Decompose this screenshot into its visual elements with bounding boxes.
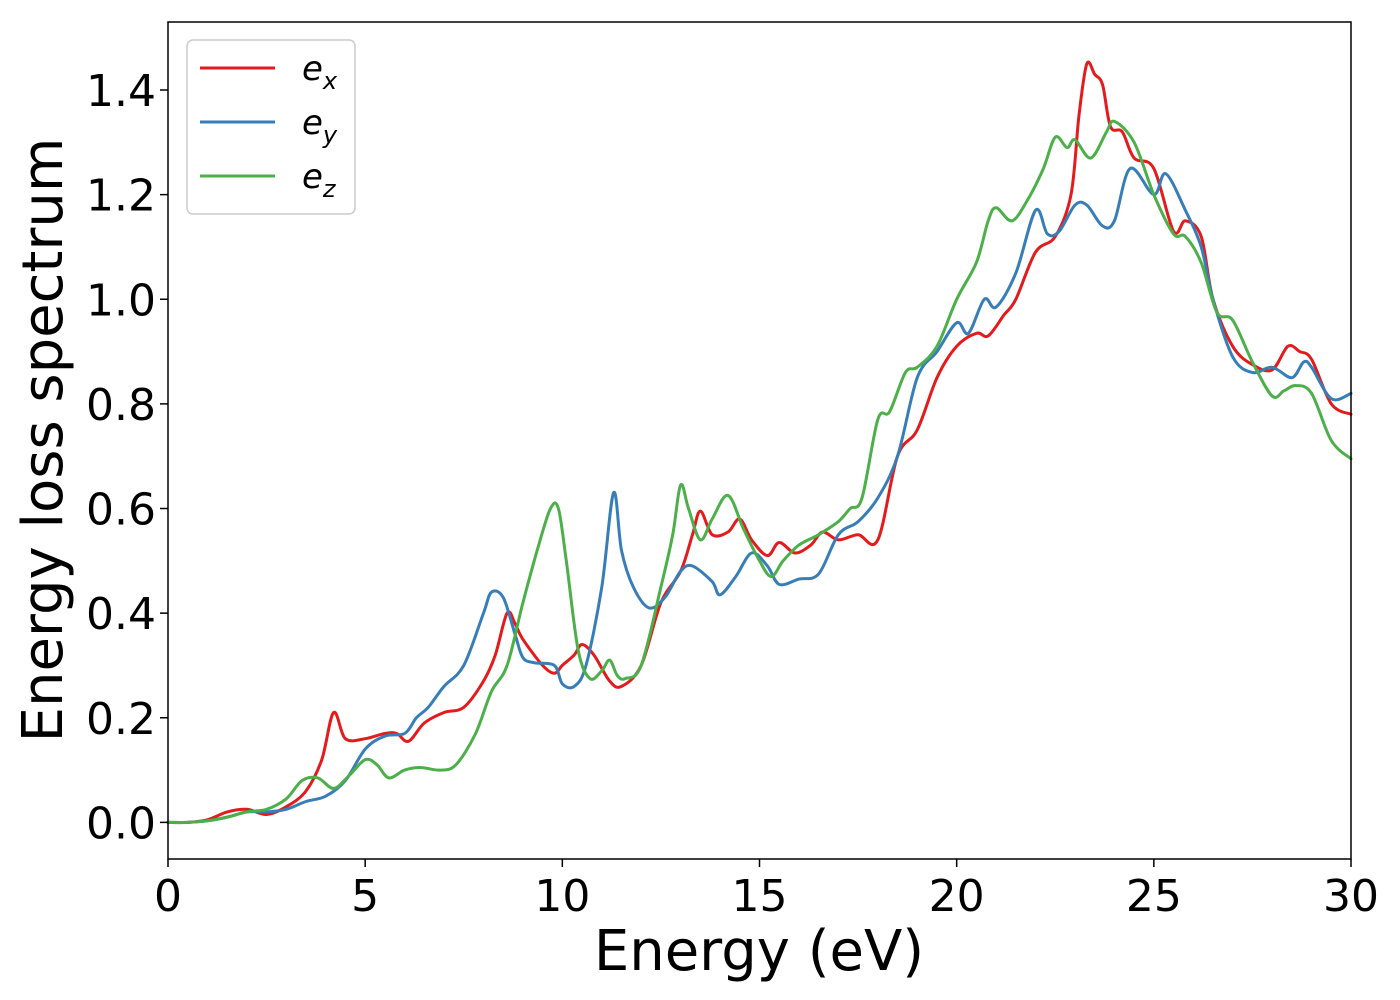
y-tick-label: 1.2 (86, 171, 156, 222)
y-axis-label: Energy loss spectrum (11, 138, 76, 743)
x-tick-label: 20 (929, 871, 985, 922)
x-tick-label: 30 (1323, 871, 1379, 922)
legend: ex ey ez (186, 39, 356, 215)
x-tick-label: 5 (351, 871, 379, 922)
y-axis-ticks: 0.0 0.2 0.4 0.6 0.8 1.0 1.2 1.4 (86, 66, 168, 849)
y-tick-label: 0.8 (86, 380, 156, 431)
legend-label-ey: ey (302, 103, 338, 149)
y-tick-label: 0.2 (86, 694, 156, 745)
x-tick-label: 0 (154, 871, 182, 922)
x-tick-label: 25 (1126, 871, 1182, 922)
x-axis-ticks: 0 5 10 15 20 25 30 (154, 859, 1379, 922)
y-tick-label: 0.4 (86, 589, 156, 640)
y-tick-label: 0.0 (86, 798, 156, 849)
y-tick-label: 1.0 (86, 275, 156, 326)
series-line-ey (166, 166, 1353, 824)
y-tick-label: 0.6 (86, 485, 156, 536)
legend-box (186, 39, 356, 215)
legend-label-ez: ez (302, 157, 337, 203)
x-axis-label: Energy (eV) (594, 919, 924, 984)
series-line-ez (166, 119, 1353, 824)
x-tick-label: 10 (534, 871, 590, 922)
series-group (166, 60, 1353, 825)
y-tick-label: 1.4 (86, 66, 156, 117)
x-tick-label: 15 (732, 871, 788, 922)
legend-label-ex: ex (302, 49, 338, 95)
